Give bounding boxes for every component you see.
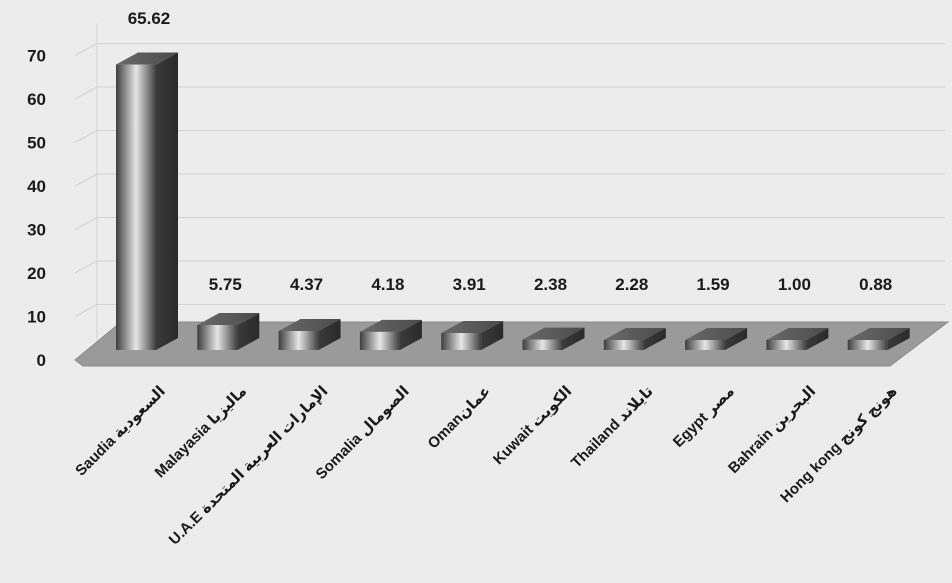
data-label: 0.88 [859,275,892,294]
bar [441,320,504,350]
gridlines [74,23,945,348]
bar-top [522,327,585,340]
data-labels: 65.62 5.75 4.37 4.18 3.91 2.38 2.28 1.59 1.00 0.8… [128,9,893,294]
data-label: 5.75 [209,275,242,294]
category-label: Kuwait الكويت [490,383,575,468]
bar-top [847,328,910,340]
bar-side [643,328,666,350]
category-label: Omanعمان [425,383,494,452]
bar-front [766,340,807,350]
bar-front [441,332,482,350]
y-tick-label: 0 [37,351,46,370]
data-label: 3.91 [453,275,486,294]
data-label: 1.00 [778,275,811,294]
bar-top [116,52,178,65]
gridline-side [74,173,98,187]
bar-top [441,320,504,333]
bar-side [806,328,829,350]
bar-front [116,64,156,350]
bar-side [562,327,585,350]
bar-top [603,328,666,340]
category-label: Bahrain البحرين [725,383,819,477]
gridline-side [74,260,98,274]
data-label: 4.18 [371,275,404,294]
y-tick-label: 10 [27,308,46,327]
data-label: 2.38 [534,275,567,294]
bar-front [278,330,319,350]
data-label: 65.62 [128,9,171,28]
bar [197,312,260,350]
bar [116,52,178,350]
bar-front [522,339,563,350]
bar [359,319,422,350]
bar [278,318,341,350]
bar-side [399,319,422,350]
bar-front [197,324,238,350]
bars [116,52,910,350]
category-label: U.A.E الإمارات العربية المتحدة [166,383,332,549]
bar-top [685,328,748,340]
bar-front [359,331,400,350]
y-tick-label: 60 [27,90,46,109]
y-tick-label: 70 [27,47,46,66]
gridline-side [74,304,98,317]
gridline-side [74,130,98,143]
bar-side [156,52,178,350]
bar-side [725,328,748,350]
bar [603,328,666,350]
data-label: 4.37 [290,275,323,294]
bar-side [237,312,260,350]
bar-top [197,312,260,325]
bar-side [887,328,910,350]
gridline-side [74,43,98,56]
bar [685,328,748,350]
y-tick-label: 50 [27,134,46,153]
category-label: Saudia السعودية [72,383,169,480]
bar [766,328,829,350]
bar [522,327,585,350]
bar-top [278,318,341,331]
data-label: 1.59 [697,275,730,294]
bar-side [318,318,341,350]
bar-top [359,319,422,332]
y-tick-label: 20 [27,264,46,283]
bar-front [847,340,888,350]
data-label: 2.28 [615,275,648,294]
bar-top [766,328,829,340]
category-label: Egypt مصر [670,383,738,451]
bar [847,328,910,350]
bar-side [481,320,504,350]
gridline-side [74,86,98,100]
bar-front [685,340,726,350]
bar-front [603,340,644,350]
y-tick-label: 40 [27,177,46,196]
y-axis: 0 10 20 30 40 50 60 70 [27,47,46,371]
y-tick-label: 30 [27,221,46,240]
gridline-side [74,217,98,230]
category-label: Thailand تايلاند [568,383,657,472]
